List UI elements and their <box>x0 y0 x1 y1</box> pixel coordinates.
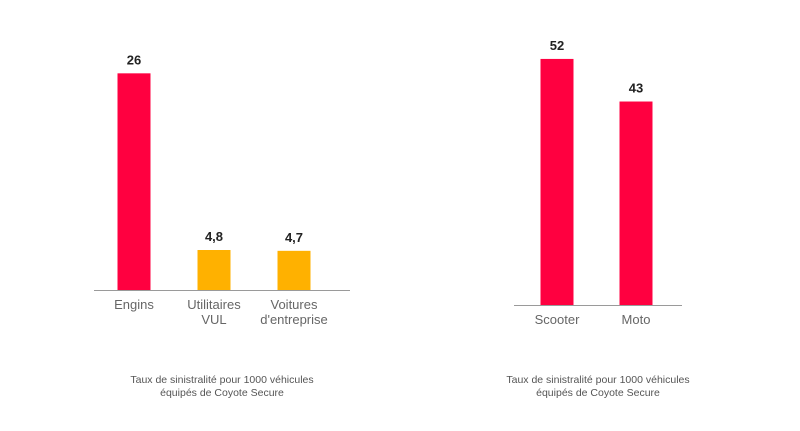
right-bar-0 <box>540 58 574 305</box>
left-category-label-2-0: Voitures <box>271 297 318 312</box>
left-value-label-2: 4,7 <box>285 230 303 245</box>
left-bar-0 <box>117 73 151 290</box>
left-value-label-1: 4,8 <box>205 229 223 244</box>
left-category-label-1-1: VUL <box>201 312 226 327</box>
caption-left-line-1: Taux de sinistralité pour 1000 véhicules <box>130 374 314 386</box>
left-category-label-2-1: d'entreprise <box>260 312 328 327</box>
right-bar-1 <box>619 101 653 306</box>
left-value-label-0: 26 <box>127 52 141 67</box>
right-value-label-1: 43 <box>629 81 643 96</box>
left-category-label-1-0: Utilitaires <box>187 297 241 312</box>
right-value-label-0: 52 <box>550 38 564 53</box>
caption-right-line-1: Taux de sinistralité pour 1000 véhicules <box>506 374 690 386</box>
left-category-label-0-0: Engins <box>114 297 154 312</box>
right-category-label-1-0: Moto <box>622 312 651 327</box>
caption-left-line-2: équipés de Coyote Secure <box>160 387 284 399</box>
left-bar-1 <box>197 250 231 290</box>
left-bar-2 <box>277 250 311 290</box>
caption-left: Taux de sinistralité pour 1000 véhicules… <box>72 374 372 400</box>
right-category-label-0-0: Scooter <box>535 312 580 327</box>
caption-right: Taux de sinistralité pour 1000 véhicules… <box>448 374 748 400</box>
caption-right-line-2: équipés de Coyote Secure <box>536 387 660 399</box>
